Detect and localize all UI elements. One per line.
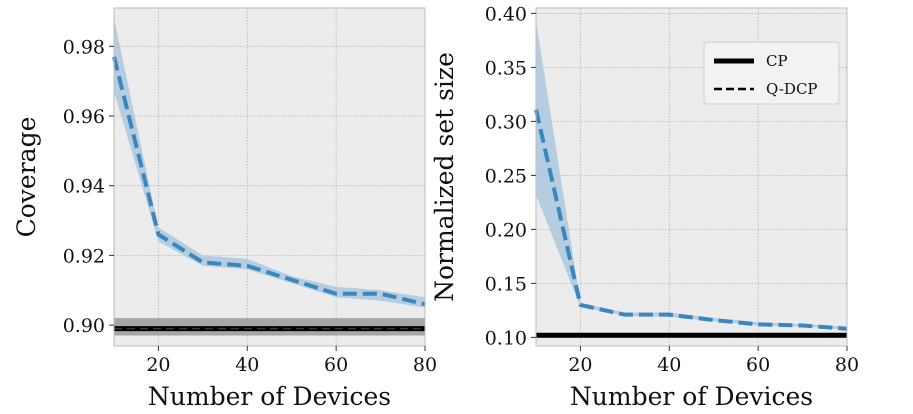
panel-2-y-tick-label: 0.30 — [485, 111, 527, 133]
panel-2-y-tick-label: 0.10 — [485, 327, 527, 349]
panel-1-y-tick-label: 0.92 — [63, 245, 105, 267]
panel-1-y-tick-label: 0.90 — [63, 315, 105, 337]
panel-1-y-tick-label: 0.94 — [63, 176, 105, 198]
panel-2-y-tick-label: 0.20 — [485, 219, 527, 241]
panel-1-x-tick-label: 80 — [413, 354, 437, 376]
panel-1-plot-background — [114, 8, 425, 346]
panel-2-y-tick-label: 0.40 — [485, 3, 527, 25]
panel-1-frame — [113, 7, 426, 347]
panel-1-y-tick-label: 0.96 — [63, 106, 105, 128]
panel-1-x-tick-label: 60 — [324, 354, 348, 376]
legend-label-cp: CP — [766, 52, 788, 70]
panel-2-line-q-dcp — [534, 109, 848, 331]
panel-1-y-tick-label: 0.98 — [63, 36, 105, 58]
panel-1-x-axis-label: Number of Devices — [148, 382, 391, 411]
panel-1: 0.90 0.92 0.94 0.96 0.98 20 40 60 80 Number of De… — [12, 7, 437, 411]
panel-2-frame — [535, 7, 848, 347]
panel-2-legend: CP Q-DCP — [703, 41, 840, 105]
panel-2-y-tick-label: 0.35 — [485, 57, 527, 79]
legend-box — [703, 41, 840, 105]
panel-2: 0.10 0.15 0.20 0.25 0.30 0.35 0.40 20 40 60 80 Numb… — [430, 3, 859, 411]
panel-2-x-tick-label: 60 — [746, 354, 770, 376]
panel-1-y-axis-label: Coverage — [12, 117, 41, 238]
panel-2-y-axis-label: Normalized set size — [430, 52, 459, 302]
panel-1-x-tick-label: 40 — [235, 354, 259, 376]
panel-2-x-tick-label: 80 — [835, 354, 859, 376]
panel-2-y-tick-label: 0.15 — [485, 273, 527, 295]
panel-2-y-tick-label: 0.25 — [485, 165, 527, 187]
legend-label-q-dcp: Q-DCP — [766, 80, 818, 98]
panel-2-x-tick-label: 40 — [657, 354, 681, 376]
panel-2-x-axis-label: Number of Devices — [570, 382, 813, 411]
panel-2-x-tick-label: 20 — [568, 354, 592, 376]
panel-1-line-q-dcp — [112, 56, 426, 307]
panel-1-x-tick-label: 20 — [146, 354, 170, 376]
